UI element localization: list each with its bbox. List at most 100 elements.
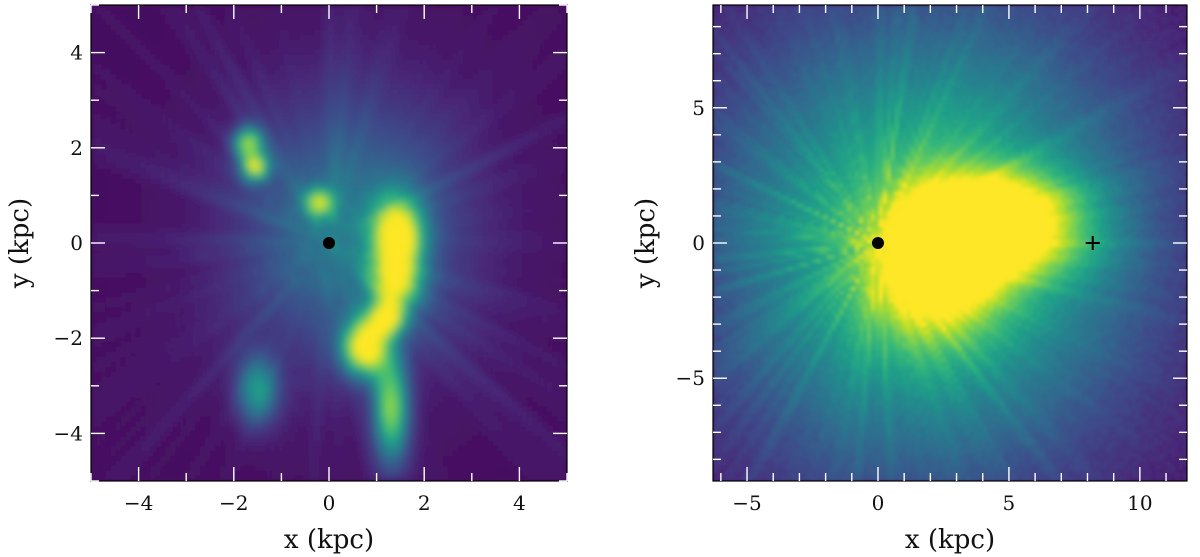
heatmap-cell: [100, 69, 107, 76]
heatmap-cell: [130, 39, 137, 46]
heatmap-cell: [135, 54, 142, 61]
heatmap-cell: [284, 193, 290, 199]
heatmap-cell: [333, 94, 340, 100]
heatmap-cell: [348, 158, 355, 165]
heatmap-cell: [95, 173, 102, 180]
heatmap-cell: [160, 9, 166, 16]
heatmap-cell: [532, 203, 538, 209]
heatmap-cell: [348, 218, 355, 224]
heatmap-cell: [452, 198, 459, 204]
heatmap-cell: [185, 243, 191, 249]
heatmap-cell: [155, 148, 162, 155]
heatmap-cell: [547, 114, 553, 120]
heatmap-cell: [244, 203, 251, 209]
heatmap-cell: [100, 14, 107, 21]
heatmap-cell: [403, 9, 409, 16]
heatmap-cell: [319, 9, 325, 16]
heatmap-cell: [254, 9, 261, 16]
heatmap-cell: [448, 19, 454, 26]
heatmap-cell: [165, 128, 171, 135]
heatmap-cell: [135, 128, 142, 135]
heatmap-cell: [522, 24, 528, 31]
heatmap-cell: [393, 89, 400, 95]
heatmap-cell: [155, 223, 162, 229]
heatmap-cell: [472, 99, 479, 105]
heatmap-cell: [180, 34, 186, 41]
heatmap-cell: [150, 188, 157, 195]
heatmap-cell: [363, 24, 370, 31]
heatmap-cell: [91, 39, 97, 46]
heatmap-cell: [115, 218, 122, 224]
heatmap-cell: [314, 188, 320, 195]
heatmap-cell: [448, 148, 454, 155]
heatmap-cell: [229, 69, 236, 76]
heatmap-cell: [249, 183, 256, 190]
heatmap-cell: [329, 213, 335, 219]
heatmap-cell: [353, 173, 360, 180]
heatmap-cell: [378, 29, 385, 36]
heatmap-cell: [507, 69, 514, 76]
heatmap-cell: [195, 257, 201, 264]
heatmap-cell: [502, 183, 509, 190]
heatmap-cell: [314, 148, 320, 155]
heatmap-cell: [393, 119, 400, 125]
heatmap-cell: [150, 9, 157, 16]
heatmap-cell: [408, 218, 414, 224]
heatmap-cell: [522, 247, 528, 254]
heatmap-cell: [279, 54, 285, 61]
heatmap-cell: [433, 99, 439, 105]
heatmap-cell: [145, 79, 152, 85]
heatmap-cell: [289, 133, 295, 140]
heatmap-cell: [413, 238, 419, 244]
heatmap-cell: [557, 163, 563, 170]
heatmap-cell: [423, 208, 429, 214]
heatmap-cell: [428, 104, 434, 110]
heatmap-cell: [229, 19, 236, 26]
heatmap-cell: [537, 228, 543, 234]
heatmap-cell: [343, 19, 350, 26]
heatmap-cell: [279, 153, 285, 160]
heatmap-cell: [294, 39, 300, 46]
heatmap-cell: [234, 188, 241, 195]
heatmap-cell: [274, 14, 281, 21]
heatmap-cell: [319, 19, 325, 26]
heatmap-cell: [170, 59, 176, 66]
heatmap-cell: [130, 173, 137, 180]
heatmap-cell: [91, 54, 97, 61]
heatmap-cell: [522, 99, 528, 105]
heatmap-cell: [140, 158, 147, 165]
heatmap-cell: [100, 104, 107, 110]
heatmap-cell: [492, 114, 499, 120]
heatmap-cell: [457, 94, 464, 100]
heatmap-cell: [452, 238, 459, 244]
heatmap-cell: [125, 104, 132, 110]
heatmap-cell: [418, 89, 424, 95]
heatmap-cell: [190, 9, 196, 16]
heatmap-cell: [532, 153, 538, 160]
heatmap-cell: [467, 99, 474, 105]
heatmap-cell: [497, 74, 504, 80]
heatmap-cell: [304, 198, 310, 204]
heatmap-cell: [229, 128, 236, 135]
heatmap-cell: [527, 119, 533, 125]
heatmap-cell: [448, 99, 454, 105]
heatmap-cell: [125, 9, 132, 16]
heatmap-cell: [264, 24, 271, 31]
heatmap-cell: [542, 104, 548, 110]
heatmap-cell: [279, 49, 285, 56]
heatmap-cell: [200, 163, 206, 170]
heatmap-cell: [274, 19, 281, 26]
heatmap-cell: [492, 89, 499, 95]
heatmap-cell: [140, 99, 147, 105]
heatmap-cell: [130, 34, 137, 41]
heatmap-cell: [338, 233, 345, 239]
heatmap-cell: [428, 128, 434, 135]
heatmap-cell: [383, 173, 390, 180]
heatmap-cell: [210, 14, 216, 21]
heatmap-cell: [175, 228, 181, 234]
heatmap-cell: [214, 54, 221, 61]
heatmap-cell: [423, 223, 429, 229]
heatmap-cell: [145, 94, 152, 100]
heatmap-cell: [398, 148, 404, 155]
heatmap-cell: [487, 99, 494, 105]
